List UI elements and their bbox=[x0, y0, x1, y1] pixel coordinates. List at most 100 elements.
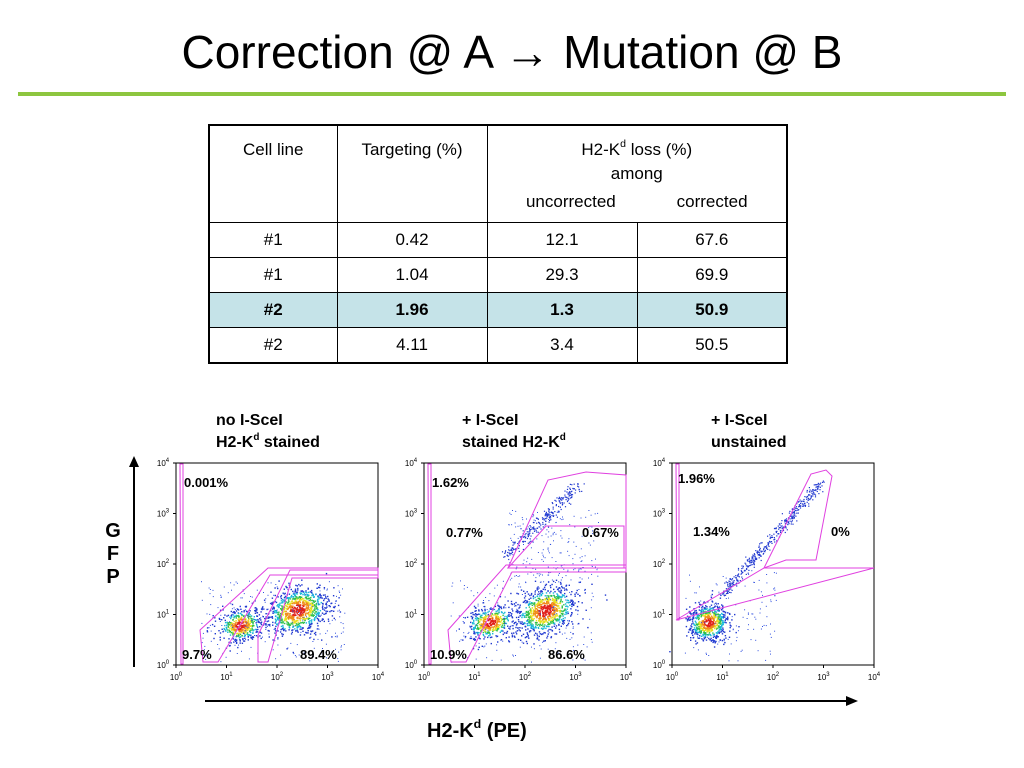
y-tick-label: 103 bbox=[157, 509, 170, 519]
y-tick-label: 100 bbox=[157, 660, 170, 670]
y-tick-label: 102 bbox=[405, 559, 418, 569]
x-tick-label: 101 bbox=[220, 672, 233, 682]
cell-line: #1 bbox=[208, 257, 338, 293]
plot-2-pct-mid-left: 0.77% bbox=[446, 525, 483, 540]
x-tick-label: 102 bbox=[767, 672, 780, 682]
table-row: #1 1.04 29.3 69.9 bbox=[208, 257, 788, 293]
plot-1-gates bbox=[179, 463, 379, 665]
cell-uncorrected: 12.1 bbox=[486, 222, 638, 258]
plot-2-pct-mid-right: 0.67% bbox=[582, 525, 619, 540]
cell-uncorrected: 1.3 bbox=[486, 292, 638, 328]
header-loss-label: H2-Kd loss (%) bbox=[488, 126, 787, 164]
y-tick-label: 104 bbox=[653, 458, 666, 468]
plot-2-label-line2: stained H2-Kd bbox=[462, 432, 566, 454]
plot-3-label-line1: + I-SceI bbox=[711, 412, 768, 429]
plot-1-pct-bottom-right: 89.4% bbox=[300, 647, 337, 662]
plot-1-pct-bottom-left: 9.7% bbox=[182, 647, 212, 662]
table-row-highlighted: #2 1.96 1.3 50.9 bbox=[208, 292, 788, 328]
cell-targeting: 4.11 bbox=[336, 327, 488, 364]
plot-2-label-prefix: stained H2-K bbox=[462, 434, 560, 451]
y-tick-label: 101 bbox=[405, 610, 418, 620]
plot-2-label: + I-SceI stained H2-Kd bbox=[462, 410, 566, 454]
cell-corrected: 69.9 bbox=[636, 257, 788, 293]
plot-2-label-line1: + I-SceI bbox=[462, 412, 519, 429]
plot-2-label-sup: d bbox=[559, 431, 566, 443]
plot-3-label: + I-SceI unstained bbox=[711, 410, 787, 454]
cell-line: #2 bbox=[208, 292, 338, 328]
header-corrected: corrected bbox=[676, 192, 748, 211]
x-tick-label: 102 bbox=[519, 672, 532, 682]
x-tick-label: 100 bbox=[418, 672, 431, 682]
cell-corrected: 50.5 bbox=[636, 327, 788, 364]
cell-corrected: 67.6 bbox=[636, 222, 788, 258]
x-tick-label: 101 bbox=[716, 672, 729, 682]
y-tick-label: 100 bbox=[653, 660, 666, 670]
header-uncorrected: uncorrected bbox=[525, 192, 616, 211]
table-row: #1 0.42 12.1 67.6 bbox=[208, 222, 788, 258]
x-tick-label: 101 bbox=[468, 672, 481, 682]
y-tick-label: 102 bbox=[653, 559, 666, 569]
plot-1-label-prefix: H2-K bbox=[216, 434, 254, 451]
results-table: Cell line Targeting (%) H2-Kd loss (%) a… bbox=[208, 124, 788, 364]
plot-1-frame bbox=[175, 462, 379, 666]
x-axis-arrow bbox=[205, 696, 858, 706]
y-tick-label: 104 bbox=[157, 458, 170, 468]
x-tick-label: 100 bbox=[170, 672, 183, 682]
y-axis-letter-p: P bbox=[106, 566, 120, 588]
plot-1-events bbox=[201, 572, 346, 663]
y-tick-label: 101 bbox=[157, 610, 170, 620]
slide-title: Correction @ A → Mutation @ B bbox=[0, 22, 1024, 82]
y-tick-label: 104 bbox=[405, 458, 418, 468]
plot-3-pct-top-left: 1.96% bbox=[678, 471, 715, 486]
y-tick-label: 102 bbox=[157, 559, 170, 569]
header-targeting: Targeting (%) bbox=[336, 124, 488, 223]
cell-targeting: 1.04 bbox=[336, 257, 488, 293]
cell-corrected: 50.9 bbox=[636, 292, 788, 328]
y-tick-label: 101 bbox=[653, 610, 666, 620]
table-row: #2 4.11 3.4 50.5 bbox=[208, 327, 788, 364]
header-loss-sup: d bbox=[620, 138, 626, 151]
title-divider bbox=[18, 92, 1006, 96]
plot-2-frame bbox=[423, 462, 627, 666]
y-axis-letter-g: G bbox=[105, 520, 121, 542]
header-subcolumns: uncorrected corrected bbox=[488, 184, 787, 220]
plot-1-label-line2: H2-Kd stained bbox=[216, 432, 320, 454]
plot-1-pct-top-left: 0.001% bbox=[184, 475, 229, 490]
cell-line: #2 bbox=[208, 327, 338, 364]
cell-uncorrected: 3.4 bbox=[486, 327, 638, 364]
x-tick-label: 104 bbox=[372, 672, 385, 682]
plot-3-label-line2: unstained bbox=[711, 432, 787, 454]
y-tick-label: 103 bbox=[653, 509, 666, 519]
x-tick-label: 104 bbox=[620, 672, 633, 682]
plot-1-label: no I-SceI H2-Kd stained bbox=[216, 410, 320, 454]
cell-line: #1 bbox=[208, 222, 338, 258]
x-tick-label: 103 bbox=[817, 672, 830, 682]
header-loss: H2-Kd loss (%) among uncorrected correct… bbox=[486, 124, 788, 223]
header-among: among bbox=[610, 164, 663, 183]
header-targeting-label: Targeting (%) bbox=[361, 140, 463, 159]
cell-uncorrected: 29.3 bbox=[486, 257, 638, 293]
plot-1-label-sup: d bbox=[253, 431, 260, 443]
plot-3-events bbox=[669, 480, 825, 662]
y-axis-arrow bbox=[129, 456, 139, 667]
x-axis-caption-suffix: (PE) bbox=[481, 720, 527, 742]
plot-3-gates bbox=[675, 463, 875, 621]
y-axis-letter-f: F bbox=[106, 543, 120, 565]
x-tick-label: 103 bbox=[321, 672, 334, 682]
plot-2-pct-bottom-left: 10.9% bbox=[430, 647, 467, 662]
plot-1-label-suffix: stained bbox=[259, 434, 320, 451]
header-loss-prefix: H2-K bbox=[581, 140, 621, 159]
x-tick-label: 103 bbox=[569, 672, 582, 682]
x-axis-caption: H2-Kd (PE) bbox=[427, 718, 527, 743]
title-text-after: Mutation @ B bbox=[550, 26, 843, 78]
cell-targeting: 0.42 bbox=[336, 222, 488, 258]
x-tick-label: 104 bbox=[868, 672, 881, 682]
header-cell-line-label: Cell line bbox=[243, 140, 304, 159]
plot-2-gates bbox=[427, 463, 627, 665]
plot-2-pct-top-left: 1.62% bbox=[432, 475, 469, 490]
